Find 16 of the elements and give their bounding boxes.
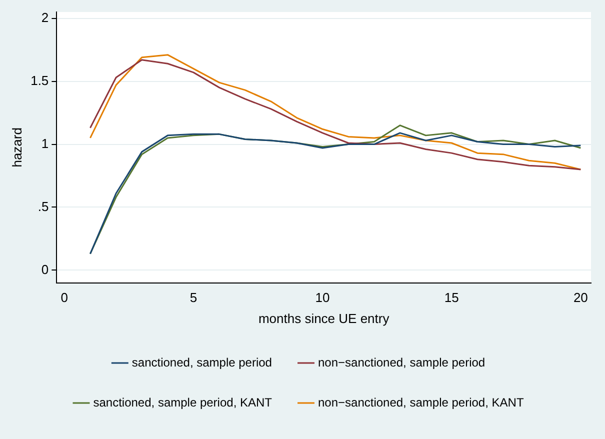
legend-label: sanctioned, sample period, KANT bbox=[93, 395, 273, 410]
legend-label: non−sanctioned, sample period bbox=[318, 355, 486, 370]
x-tick-label: 15 bbox=[444, 290, 459, 306]
y-tick-label: .5 bbox=[38, 198, 49, 214]
y-tick-label: 1 bbox=[41, 136, 49, 151]
y-tick-label: 0 bbox=[41, 262, 49, 277]
y-tick-label: 1.5 bbox=[30, 72, 49, 88]
legend-label: non−sanctioned, sample period, KANT bbox=[318, 395, 524, 410]
x-tick-label: 5 bbox=[190, 290, 198, 306]
x-tick-label: 0 bbox=[60, 290, 68, 306]
x-tick-label: 20 bbox=[573, 290, 588, 306]
x-tick-label: 10 bbox=[315, 290, 330, 306]
legend-label: sanctioned, sample period bbox=[132, 355, 272, 370]
y-axis-title: hazard bbox=[9, 128, 24, 168]
y-tick-label: 2 bbox=[41, 10, 49, 25]
x-axis-title: months since UE entry bbox=[258, 310, 390, 326]
